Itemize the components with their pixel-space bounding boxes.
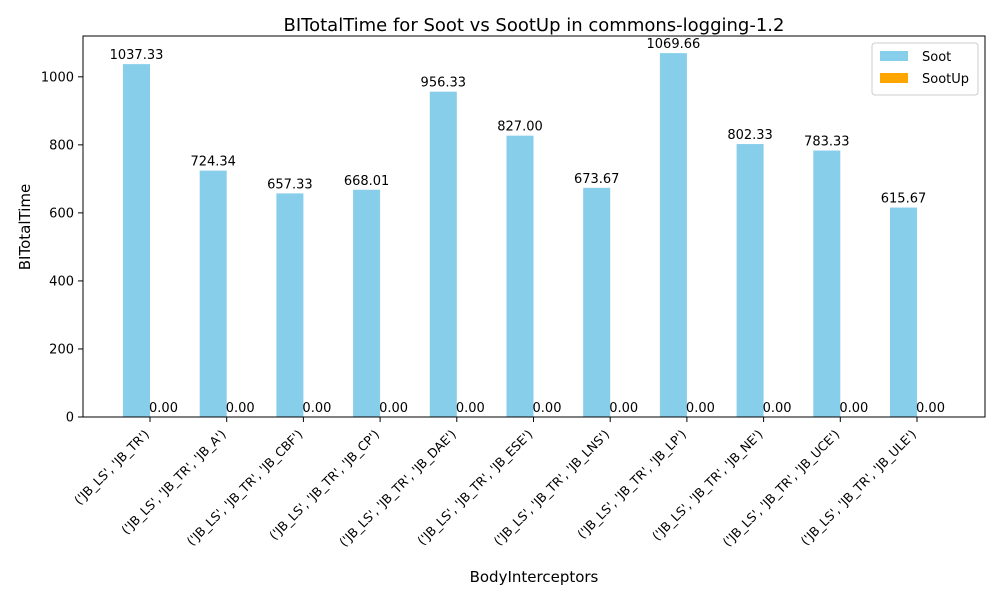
x-tick-label-0: ('JB_LS', 'JB_TR') xyxy=(71,427,152,508)
bar-soot-9 xyxy=(813,150,841,417)
legend-label-sootup: SootUp xyxy=(922,72,969,87)
value-label-sootup-4: 0.00 xyxy=(456,401,485,416)
value-label-sootup-5: 0.00 xyxy=(533,401,562,416)
bar-soot-1 xyxy=(199,170,227,417)
legend: Soot SootUp xyxy=(871,42,979,96)
bar-soot-7 xyxy=(659,53,687,418)
x-axis: ('JB_LS', 'JB_TR')('JB_LS', 'JB_TR', 'JB… xyxy=(71,417,919,549)
y-tick-label-3: 600 xyxy=(49,206,74,221)
value-label-sootup-10: 0.00 xyxy=(916,401,945,416)
legend-swatch-soot xyxy=(880,51,908,61)
value-label-soot-7: 1069.66 xyxy=(647,37,701,52)
value-labels-layer: 1037.33 0.00 724.34 0.00 657.33 0.00 668.01 0.0… xyxy=(110,37,945,416)
y-tick-label-1: 200 xyxy=(49,342,74,357)
value-label-soot-9: 783.33 xyxy=(804,135,850,150)
y-tick-label-2: 400 xyxy=(49,274,74,289)
bar-soot-6 xyxy=(583,187,611,417)
y-axis-label: BITotalTime xyxy=(16,184,34,270)
value-label-sootup-1: 0.00 xyxy=(226,401,255,416)
value-label-sootup-7: 0.00 xyxy=(686,401,715,416)
value-label-soot-10: 615.67 xyxy=(881,192,927,207)
y-tick-label-5: 1000 xyxy=(41,70,74,85)
bar-soot-5 xyxy=(506,135,534,418)
legend-swatch-sootup xyxy=(880,73,908,83)
bar-soot-2 xyxy=(276,193,304,417)
bar-soot-0 xyxy=(123,64,150,418)
value-label-sootup-8: 0.00 xyxy=(763,401,792,416)
value-label-sootup-9: 0.00 xyxy=(839,401,868,416)
value-label-soot-3: 668.01 xyxy=(344,174,390,189)
value-label-soot-1: 724.34 xyxy=(190,155,236,170)
bar-soot-8 xyxy=(736,144,764,417)
bar-soot-3 xyxy=(353,189,381,417)
bars-layer xyxy=(123,53,917,418)
value-label-soot-8: 802.33 xyxy=(727,128,773,143)
value-label-soot-5: 827.00 xyxy=(497,120,543,135)
value-label-soot-6: 673.67 xyxy=(574,172,620,187)
value-label-soot-0: 1037.33 xyxy=(110,48,164,63)
value-label-soot-2: 657.33 xyxy=(267,177,313,192)
bar-soot-4 xyxy=(429,91,457,418)
value-label-soot-4: 956.33 xyxy=(421,76,467,91)
legend-label-soot: Soot xyxy=(922,50,951,65)
y-tick-label-0: 0 xyxy=(66,411,74,426)
value-label-sootup-2: 0.00 xyxy=(302,401,331,416)
y-axis: 0 200 400 600 800 1000 xyxy=(41,70,83,426)
chart-title: BITotalTime for Soot vs SootUp in common… xyxy=(284,15,785,36)
value-label-sootup-0: 0.00 xyxy=(149,401,178,416)
x-axis-label: BodyInterceptors xyxy=(470,568,599,586)
value-label-sootup-3: 0.00 xyxy=(379,401,408,416)
value-label-sootup-6: 0.00 xyxy=(609,401,638,416)
bar-soot-10 xyxy=(890,207,917,417)
y-tick-label-4: 800 xyxy=(49,138,74,153)
